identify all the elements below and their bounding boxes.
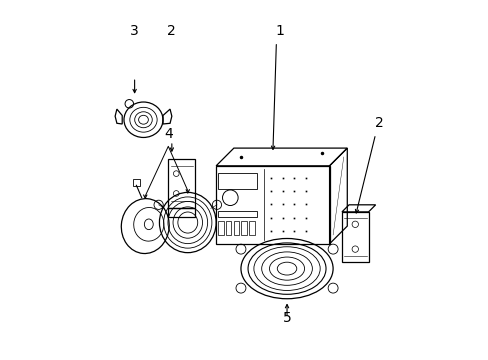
Bar <box>218 211 256 217</box>
Bar <box>248 221 254 235</box>
Bar <box>233 221 239 235</box>
Bar <box>225 221 231 235</box>
Bar <box>218 221 223 235</box>
Text: 4: 4 <box>163 127 172 141</box>
Text: 3: 3 <box>130 24 139 38</box>
Bar <box>241 221 246 235</box>
Bar <box>218 173 256 189</box>
Text: 2: 2 <box>167 24 176 38</box>
Bar <box>133 179 140 186</box>
Text: 5: 5 <box>282 311 291 325</box>
Bar <box>341 212 368 261</box>
Text: 1: 1 <box>275 24 284 38</box>
Text: 2: 2 <box>374 116 383 130</box>
Bar <box>168 159 195 208</box>
